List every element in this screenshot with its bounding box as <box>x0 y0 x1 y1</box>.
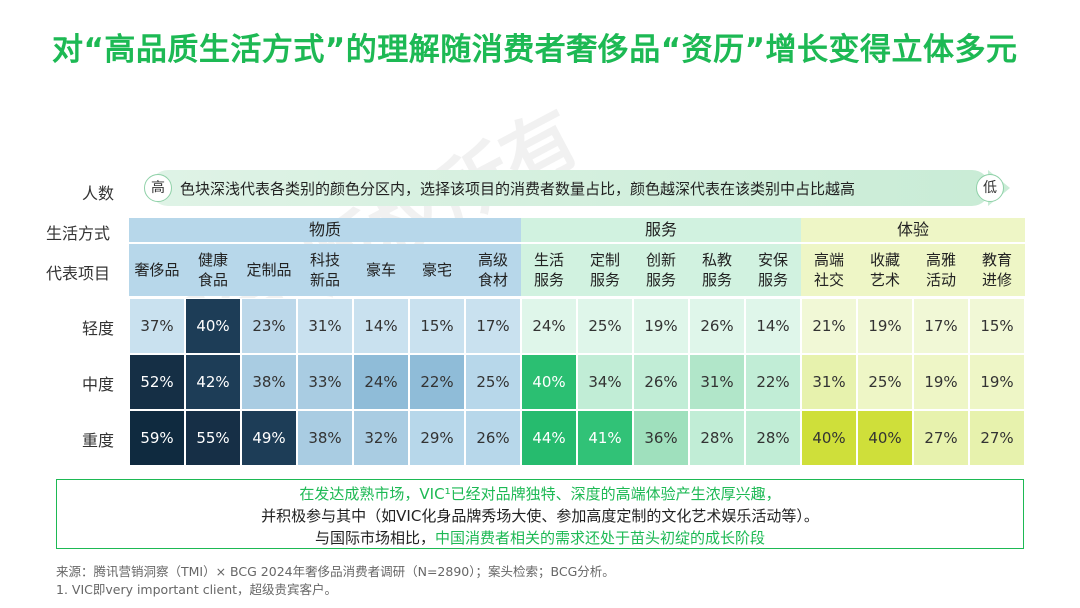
heatmap-cell: 15% <box>409 298 465 354</box>
row-label: 轻度 <box>82 319 115 338</box>
heatmap-cell: 40% <box>801 410 857 466</box>
column-header: 定制品 <box>241 244 297 296</box>
column-header: 高端 社交 <box>801 244 857 296</box>
column-header: 高雅 活动 <box>913 244 969 296</box>
row-label: 中度 <box>82 375 115 394</box>
column-header: 生活 服务 <box>521 244 577 296</box>
heatmap-cell: 14% <box>745 298 801 354</box>
heatmap-cell: 19% <box>857 298 913 354</box>
heatmap-cell: 24% <box>521 298 577 354</box>
heatmap-cell: 40% <box>185 298 241 354</box>
column-header: 教育 进修 <box>969 244 1025 296</box>
heatmap-cell: 52% <box>129 354 185 410</box>
heatmap-cell: 19% <box>969 354 1025 410</box>
heatmap-cell: 36% <box>633 410 689 466</box>
heatmap-cell: 44% <box>521 410 577 466</box>
column-header: 定制 服务 <box>577 244 633 296</box>
column-header: 科技 新品 <box>297 244 353 296</box>
insight-line-1: 在发达成熟市场，VIC¹已经对品牌独特、深度的高端体验产生浓厚兴趣， <box>299 485 781 503</box>
heatmap-cell: 21% <box>801 298 857 354</box>
column-header: 安保 服务 <box>745 244 801 296</box>
column-header: 私教 服务 <box>689 244 745 296</box>
heatmap-cell: 29% <box>409 410 465 466</box>
heatmap-cell: 31% <box>801 354 857 410</box>
row-label: 重度 <box>82 431 115 450</box>
heatmap-cell: 34% <box>577 354 633 410</box>
insight-line-3-prefix: 与国际市场相比， <box>314 529 435 547</box>
column-header: 奢侈品 <box>129 244 185 296</box>
heatmap-cell: 38% <box>241 354 297 410</box>
heatmap-cell: 22% <box>745 354 801 410</box>
heatmap-cell: 17% <box>913 298 969 354</box>
heatmap-cell: 19% <box>633 298 689 354</box>
column-header: 豪宅 <box>409 244 465 296</box>
group-header-2: 体验 <box>801 218 1025 242</box>
page-title: 对“高品质生活方式”的理解随消费者奢侈品“资历”增长变得立体多元 <box>52 32 1018 68</box>
heatmap-cell: 38% <box>297 410 353 466</box>
heatmap-cell: 28% <box>745 410 801 466</box>
insight-line-2: 并积极参与其中（如VIC化身品牌秀场大使、参加高度定制的文化艺术娱乐活动等）。 <box>261 507 819 525</box>
column-header: 收藏 艺术 <box>857 244 913 296</box>
heatmap-cell: 26% <box>689 298 745 354</box>
heatmap-cell: 55% <box>185 410 241 466</box>
heatmap-cell: 25% <box>577 298 633 354</box>
heatmap-cell: 41% <box>577 410 633 466</box>
heatmap-cell: 59% <box>129 410 185 466</box>
heatmap-cell: 15% <box>969 298 1025 354</box>
heatmap-cell: 25% <box>465 354 521 410</box>
heatmap-cell: 37% <box>129 298 185 354</box>
heatmap-cell: 24% <box>353 354 409 410</box>
insight-line-3-highlight: 中国消费者相关的需求还处于苗头初绽的成长阶段 <box>435 529 766 547</box>
source-text: 来源：腾讯营销洞察（TMI）× BCG 2024年奢侈品消费者调研（N=2890… <box>56 564 615 579</box>
heatmap-cell: 17% <box>465 298 521 354</box>
heatmap-cell: 40% <box>521 354 577 410</box>
heatmap-cell: 31% <box>297 298 353 354</box>
column-header: 健康 食品 <box>185 244 241 296</box>
heatmap-cell: 33% <box>297 354 353 410</box>
heatmap-cell: 42% <box>185 354 241 410</box>
items-label: 代表项目 <box>46 264 111 283</box>
high-marker: 高 <box>144 174 172 202</box>
arrow-body <box>150 170 990 206</box>
heatmap-cell: 32% <box>353 410 409 466</box>
heatmap-cell: 22% <box>409 354 465 410</box>
heatmap-cell: 28% <box>689 410 745 466</box>
low-marker: 低 <box>976 174 1004 202</box>
heatmap-cell: 14% <box>353 298 409 354</box>
heatmap-cell: 27% <box>913 410 969 466</box>
heatmap-cell: 27% <box>969 410 1025 466</box>
insight-box: 在发达成熟市场，VIC¹已经对品牌独特、深度的高端体验产生浓厚兴趣， 并积极参与… <box>56 479 1024 549</box>
heatmap-cell: 49% <box>241 410 297 466</box>
heatmap-cell: 23% <box>241 298 297 354</box>
heatmap-cell: 31% <box>689 354 745 410</box>
lifestyle-label: 生活方式 <box>46 224 111 243</box>
population-arrow: 高 色块深浅代表各类别的颜色分区内，选择该项目的消费者数量占比，颜色越深代表在该… <box>144 170 1010 206</box>
heatmap-cell: 26% <box>465 410 521 466</box>
column-header: 豪车 <box>353 244 409 296</box>
heatmap-cell: 26% <box>633 354 689 410</box>
heatmap-cell: 25% <box>857 354 913 410</box>
group-header-0: 物质 <box>129 218 521 242</box>
heatmap-cell: 19% <box>913 354 969 410</box>
column-header: 创新 服务 <box>633 244 689 296</box>
heatmap-cell: 40% <box>857 410 913 466</box>
insight-line-3: 与国际市场相比，中国消费者相关的需求还处于苗头初绽的成长阶段 <box>57 527 1023 549</box>
arrow-description: 色块深浅代表各类别的颜色分区内，选择该项目的消费者数量占比，颜色越深代表在该类别… <box>180 180 856 198</box>
column-header: 高级 食材 <box>465 244 521 296</box>
footnote-text: 1. VIC即very important client，超级贵宾客户。 <box>56 582 338 597</box>
population-label: 人数 <box>82 184 115 203</box>
group-header-1: 服务 <box>521 218 801 242</box>
